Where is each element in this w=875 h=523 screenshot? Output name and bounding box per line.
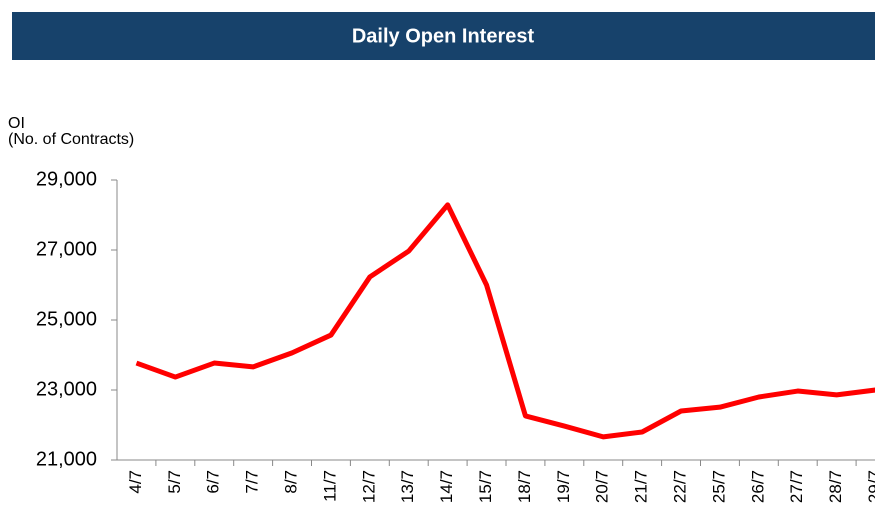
chart-title: Daily Open Interest <box>352 25 535 47</box>
x-tick-label: 4/7 <box>126 470 145 494</box>
x-tick-label: 7/7 <box>243 470 262 494</box>
x-tick-label: 11/7 <box>320 470 339 502</box>
x-tick-label: 20/7 <box>593 470 612 503</box>
line-series <box>135 202 875 440</box>
x-tick-label: 5/7 <box>165 470 184 494</box>
x-tick-label: 25/7 <box>709 470 728 503</box>
x-tick-label: 19/7 <box>554 470 573 503</box>
y-tick-label: 21,000 <box>36 448 97 470</box>
x-tick-label: 26/7 <box>748 470 767 503</box>
x-tick-label: 22/7 <box>671 470 690 503</box>
title-bar <box>12 12 875 60</box>
x-tick-label: 13/7 <box>398 470 417 503</box>
x-tick-label: 28/7 <box>826 470 845 503</box>
x-tick-label: 27/7 <box>787 470 806 503</box>
x-tick-label: 6/7 <box>204 470 223 494</box>
x-tick-label: 12/7 <box>359 470 378 503</box>
y-tick-label: 23,000 <box>36 378 97 400</box>
x-tick-label: 29/7 <box>865 470 875 503</box>
x-tick-label: 18/7 <box>515 470 534 503</box>
y-tick-label: 27,000 <box>36 238 97 260</box>
y-tick-label: 25,000 <box>36 308 97 330</box>
y-axis-label: OI <box>8 115 25 132</box>
y-tick-label: 29,000 <box>36 168 97 190</box>
x-tick-label: 8/7 <box>282 470 301 494</box>
x-tick-label: 21/7 <box>632 470 651 503</box>
y-axis-label: (No. of Contracts) <box>8 131 134 148</box>
x-tick-label: 14/7 <box>437 470 456 503</box>
x-tick-label: 15/7 <box>476 470 495 503</box>
